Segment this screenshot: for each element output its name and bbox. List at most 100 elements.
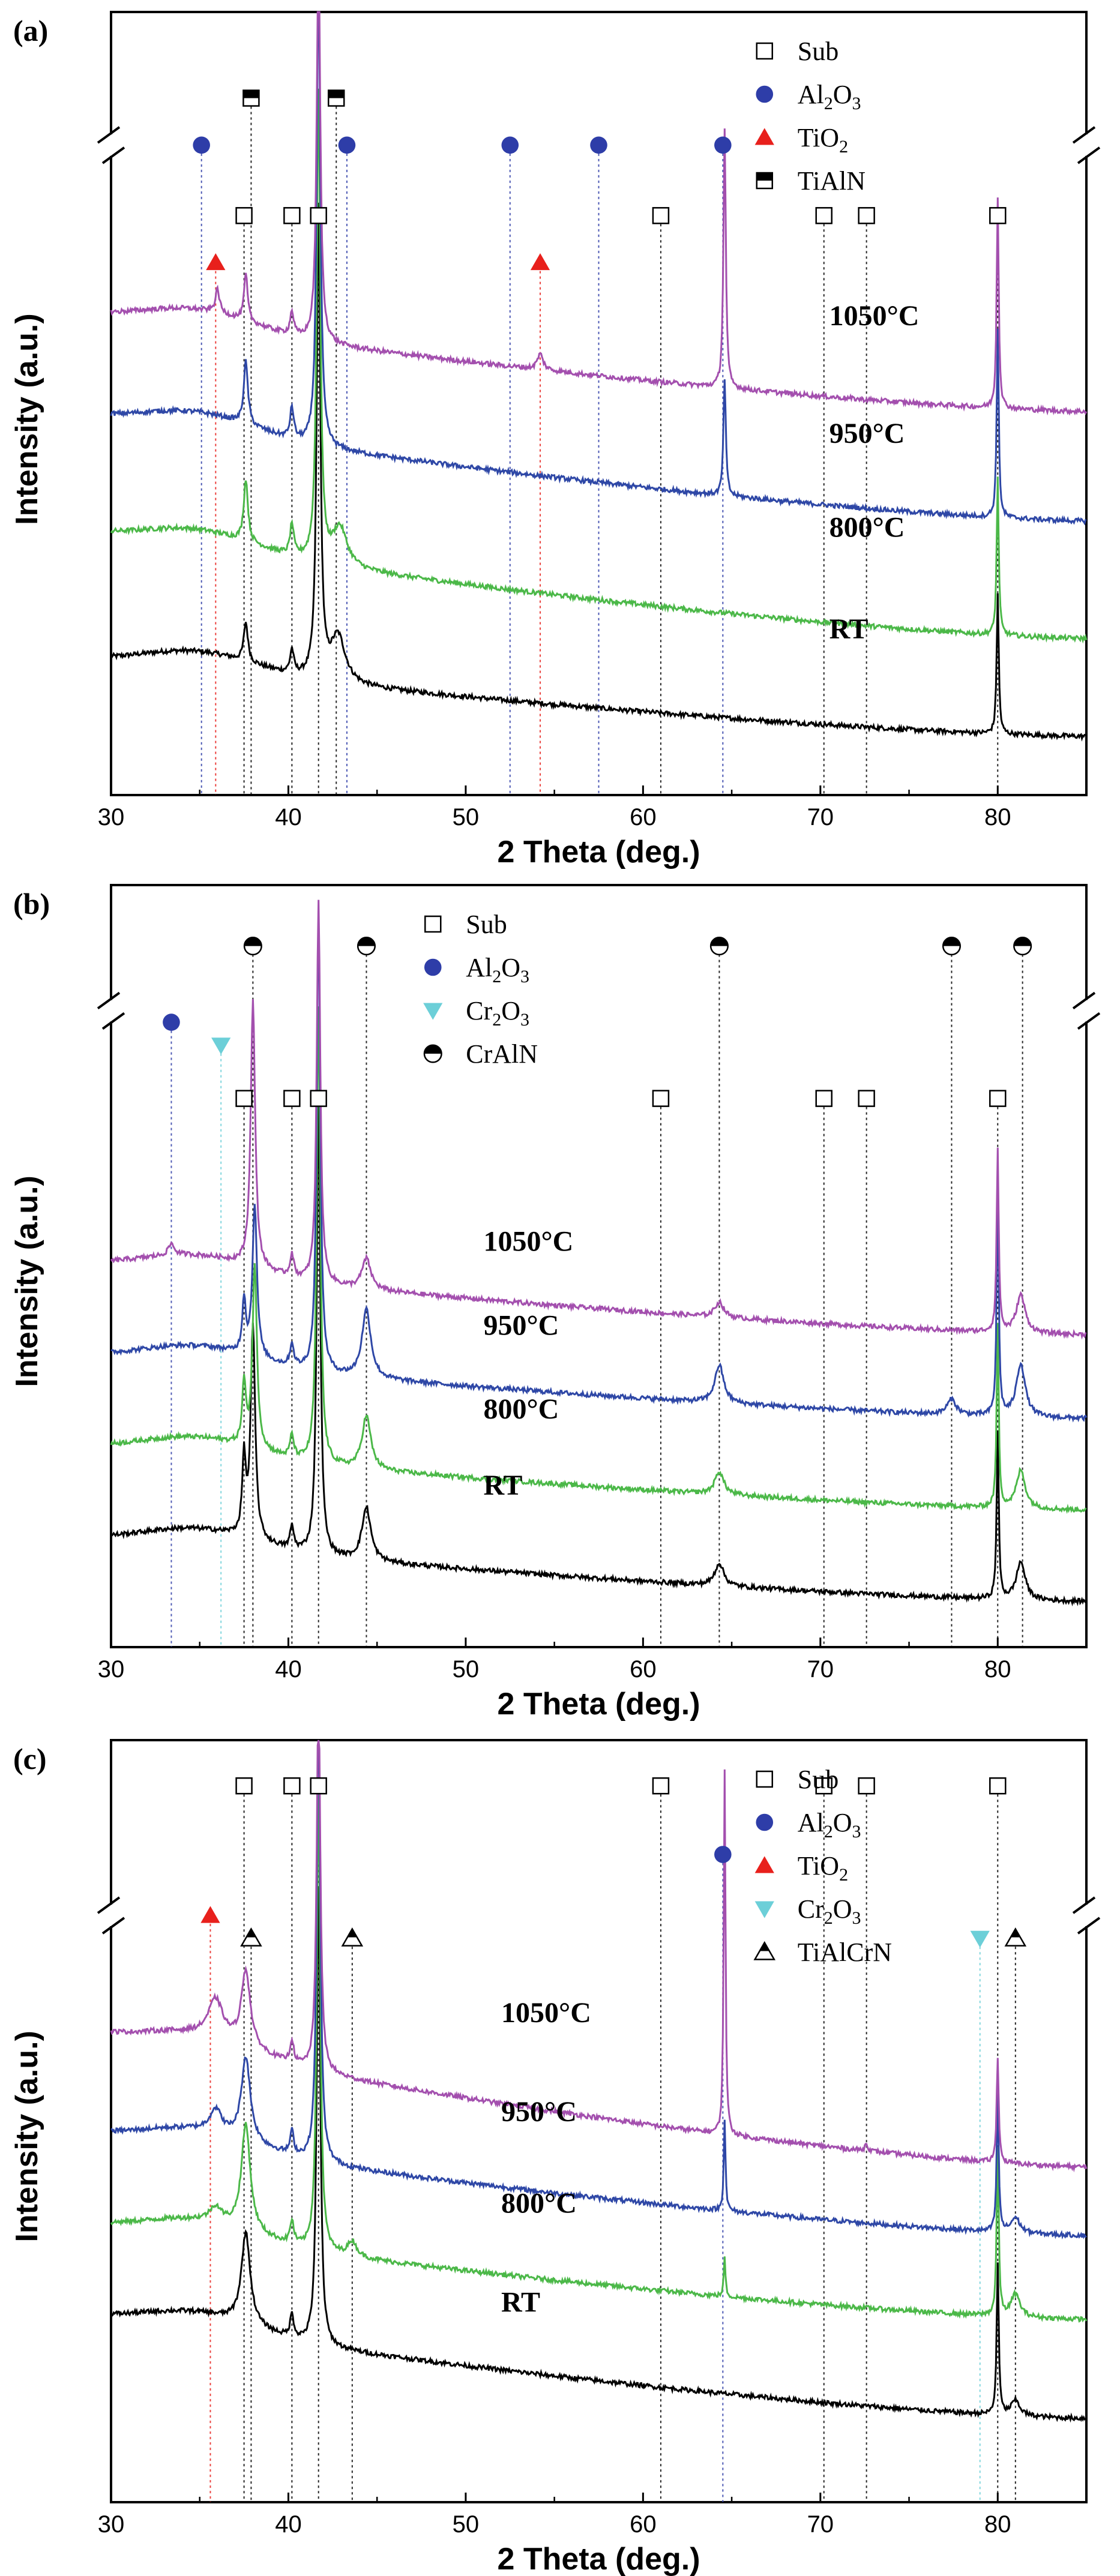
axis-break-mark: [1077, 1917, 1101, 1935]
legend-half-circle-icon: [423, 1044, 442, 1063]
x-tick-label: 30: [98, 1656, 125, 1683]
open-square-marker: [652, 1777, 670, 1795]
y-axis-title: Intensity (a.u.): [10, 313, 44, 524]
open-square-marker: [283, 1090, 301, 1107]
curve-label: 950°C: [483, 1309, 559, 1341]
x-tick-label: 60: [630, 2511, 657, 2538]
open-square-marker: [310, 1090, 327, 1107]
curve-label: RT: [501, 2287, 540, 2319]
x-axis-title: 2 Theta (deg.): [497, 835, 700, 869]
legend-circle-icon: [424, 958, 442, 976]
open-square-marker: [815, 207, 832, 224]
open-square-marker: [310, 207, 327, 224]
legend-half-square-icon: [756, 172, 773, 190]
panel-label: (b): [13, 887, 50, 920]
half-circle-marker: [1013, 937, 1032, 956]
legend-label: Sub: [798, 1765, 838, 1794]
half-circle-marker: [942, 937, 962, 956]
legend-label: TiAlN: [798, 166, 866, 196]
legend-label: TiO2: [798, 1851, 848, 1885]
half-square-marker: [327, 89, 345, 107]
series-line-1050c: [110, 899, 1087, 1340]
circle-marker: [163, 1013, 180, 1031]
plot-frame: [110, 11, 1088, 796]
y-axis-title: Intensity (a.u.): [10, 1175, 44, 1387]
legend-triangle-down-icon: [423, 1003, 443, 1020]
triangle-down-marker: [211, 1037, 231, 1055]
x-tick-label: 60: [630, 804, 657, 830]
triangle-down-marker: [970, 1930, 990, 1948]
open-square-marker: [815, 1090, 832, 1107]
half-triangle-marker: [240, 1927, 262, 1947]
axis-break-mark: [101, 1012, 125, 1030]
circle-marker: [714, 136, 732, 154]
legend-half-triangle-icon: [753, 1941, 776, 1960]
legend-label: Sub: [466, 910, 507, 939]
legend-label: CrAlN: [466, 1039, 538, 1069]
x-tick-label: 50: [453, 804, 480, 830]
series-line-800c: [110, 1006, 1087, 1514]
curve-label: 800°C: [829, 511, 905, 543]
legend-open-square-icon: [756, 42, 773, 60]
axis-break-mark: [1077, 146, 1101, 164]
half-square-marker: [242, 89, 260, 107]
open-square-marker: [652, 207, 670, 224]
legend-triangle-up-icon: [754, 1856, 774, 1873]
series-line-rt: [110, 1886, 1087, 2423]
x-tick-label: 70: [807, 804, 834, 830]
open-square-marker: [989, 1777, 1007, 1795]
axis-break-mark: [1072, 991, 1096, 1010]
circle-marker: [193, 136, 210, 154]
axis-break-gap: [1080, 134, 1092, 156]
x-axis-title: 2 Theta (deg.): [497, 1687, 700, 1722]
x-axis-title: 2 Theta (deg.): [497, 2542, 700, 2576]
circle-marker: [501, 136, 519, 154]
circle-marker: [714, 1846, 732, 1863]
series-line-950c: [110, 913, 1088, 1423]
legend-label: Al2O3: [798, 80, 861, 113]
curve-label: 1050°C: [501, 1997, 591, 2029]
series-line-rt: [110, 1096, 1087, 1607]
series-line-950c: [110, 11, 1086, 526]
axis-break-mark: [97, 991, 121, 1010]
series-line-950c: [110, 1740, 1087, 2240]
axis-break-gap: [105, 1000, 117, 1022]
legend-open-square-icon: [424, 915, 442, 933]
x-tick-label: 40: [275, 2511, 302, 2538]
x-tick-label: 40: [275, 804, 302, 830]
axis-break-mark: [1072, 126, 1096, 144]
plot-frame: [110, 884, 1088, 1648]
x-tick-label: 50: [453, 2511, 480, 2538]
legend-label: Cr2O3: [798, 1894, 861, 1928]
curve-label: 800°C: [483, 1393, 559, 1425]
panel-label: (a): [13, 14, 48, 47]
x-tick-label: 70: [807, 2511, 834, 2538]
open-square-marker: [310, 1777, 327, 1795]
series-line-800c: [110, 88, 1088, 644]
axis-break-gap: [1080, 1000, 1092, 1022]
open-square-marker: [235, 207, 253, 224]
open-square-marker: [815, 1777, 832, 1795]
triangle-up-marker: [530, 253, 550, 271]
triangle-up-marker: [200, 1906, 220, 1923]
curve-label: 950°C: [829, 418, 905, 449]
legend-label: Sub: [798, 37, 838, 66]
legend-label: TiO2: [798, 123, 848, 157]
x-tick-label: 70: [807, 1656, 834, 1683]
x-tick-label: 80: [984, 2511, 1011, 2538]
open-square-marker: [235, 1090, 253, 1107]
legend-open-square-icon: [756, 1770, 773, 1788]
legend-label: TiAlCrN: [798, 1938, 892, 1967]
curve-label: 1050°C: [483, 1226, 573, 1258]
curve-label: RT: [829, 613, 869, 645]
half-circle-marker: [357, 937, 376, 956]
x-tick-label: 80: [984, 804, 1011, 830]
axis-break-mark: [97, 126, 121, 144]
circle-marker: [590, 136, 607, 154]
series-line-rt: [110, 202, 1088, 742]
half-circle-marker: [709, 937, 729, 956]
x-tick-label: 80: [984, 1656, 1011, 1683]
open-square-marker: [858, 207, 875, 224]
series-line-1050c: [110, 11, 1088, 416]
axis-break-gap: [105, 1905, 117, 1927]
